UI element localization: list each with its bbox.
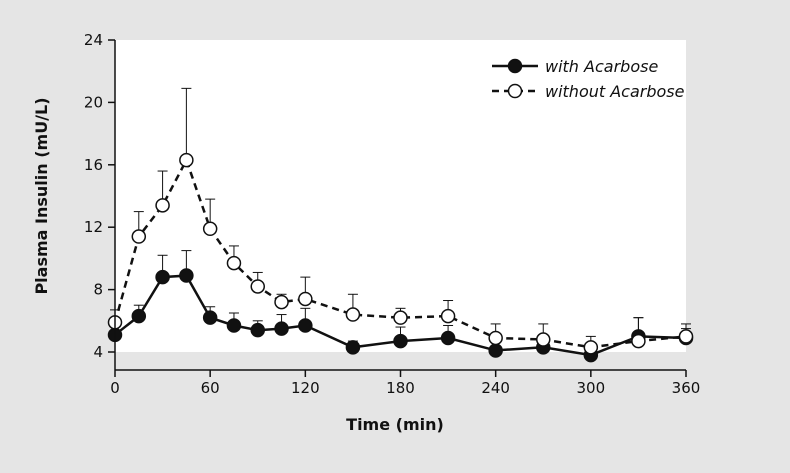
open-circle-marker — [250, 279, 265, 294]
filled-circle-marker — [298, 318, 313, 333]
open-circle-marker — [583, 340, 599, 355]
plot-area — [115, 40, 686, 352]
x-tick-label: 180 — [386, 379, 415, 397]
filled-circle-marker — [440, 330, 456, 346]
open-circle-marker — [393, 310, 408, 325]
x-tick-label: 0 — [110, 379, 120, 397]
filled-circle-marker — [202, 310, 218, 325]
filled-circle-marker — [488, 343, 503, 358]
y-tick-label: 24 — [84, 31, 103, 49]
filled-circle-marker — [274, 321, 289, 336]
legend-label: with Acarbose — [545, 57, 658, 76]
open-circle-marker — [345, 307, 361, 322]
filled-circle-marker — [393, 333, 408, 349]
x-tick-label: 360 — [672, 379, 701, 397]
y-tick-label: 4 — [93, 343, 103, 361]
y-tick-label: 16 — [84, 156, 103, 174]
open-circle-marker — [226, 255, 242, 271]
open-circle-marker — [678, 329, 694, 344]
open-circle-marker — [536, 332, 551, 347]
y-tick-label: 12 — [84, 218, 103, 236]
filled-circle-marker — [345, 340, 361, 355]
open-circle-marker — [202, 221, 218, 237]
open-circle-marker — [298, 291, 313, 307]
filled-circle-marker — [226, 318, 242, 333]
y-tick-label: 8 — [93, 281, 103, 299]
open-circle-marker — [488, 330, 503, 346]
y-axis-title: Plasma Insulin (mU/L) — [32, 97, 51, 294]
open-circle-marker — [131, 229, 147, 244]
filled-circle-marker — [155, 269, 170, 285]
filled-circle-marker — [131, 308, 147, 324]
open-circle-marker — [440, 308, 456, 324]
series-line-1 — [113, 156, 687, 349]
legend-filled-circle-icon — [507, 58, 523, 74]
open-circle-marker — [631, 333, 646, 349]
open-circle-marker — [274, 294, 289, 310]
open-circle-marker — [179, 152, 194, 168]
legend-open-circle-icon — [507, 83, 523, 99]
filled-circle-marker — [179, 268, 194, 283]
x-tick-label: 120 — [291, 379, 320, 397]
x-tick-label: 240 — [481, 379, 510, 397]
legend-label: without Acarbose — [545, 82, 685, 101]
x-axis-title: Time (min) — [346, 415, 444, 434]
filled-circle-marker — [250, 322, 265, 338]
y-tick-label: 20 — [84, 93, 103, 111]
open-circle-marker — [155, 198, 170, 213]
x-tick-label: 60 — [201, 379, 220, 397]
x-tick-label: 300 — [577, 379, 606, 397]
